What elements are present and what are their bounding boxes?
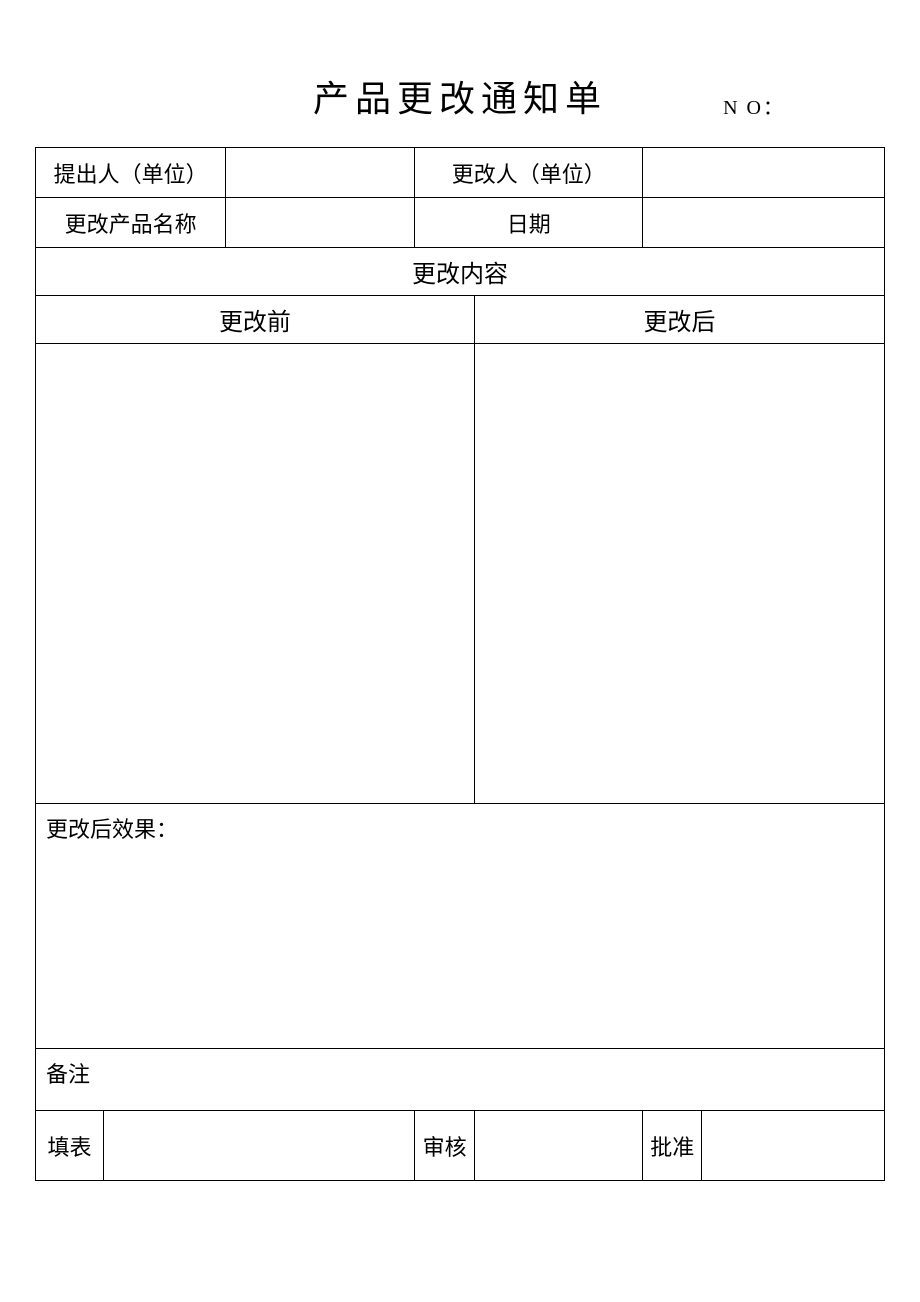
page-title: 产品更改通知单 (313, 70, 607, 122)
modifier-label: 更改人（单位） (415, 148, 643, 198)
effect-cell[interactable]: 更改后效果： (36, 804, 885, 1049)
before-label: 更改前 (36, 296, 475, 344)
approver-value[interactable] (702, 1111, 885, 1181)
remark-label: 备注 (46, 1062, 90, 1087)
no-label: N O： (723, 91, 785, 120)
change-section-title: 更改内容 (36, 248, 885, 296)
effect-label: 更改后效果： (46, 817, 178, 842)
proposer-value[interactable] (226, 148, 415, 198)
remark-cell[interactable]: 备注 (36, 1049, 885, 1111)
after-content[interactable] (474, 344, 884, 804)
date-label: 日期 (415, 198, 643, 248)
change-notice-table: 提出人（单位） 更改人（单位） 更改产品名称 日期 更改内容 更改前 更改后 更… (35, 147, 885, 1181)
proposer-label: 提出人（单位） (36, 148, 226, 198)
reviewer-label: 审核 (415, 1111, 474, 1181)
before-content[interactable] (36, 344, 475, 804)
after-label: 更改后 (474, 296, 884, 344)
modifier-value[interactable] (642, 148, 884, 198)
date-value[interactable] (642, 198, 884, 248)
filler-value[interactable] (103, 1111, 415, 1181)
reviewer-value[interactable] (474, 1111, 642, 1181)
filler-label: 填表 (36, 1111, 104, 1181)
product-name-label: 更改产品名称 (36, 198, 226, 248)
product-name-value[interactable] (226, 198, 415, 248)
approver-label: 批准 (642, 1111, 701, 1181)
